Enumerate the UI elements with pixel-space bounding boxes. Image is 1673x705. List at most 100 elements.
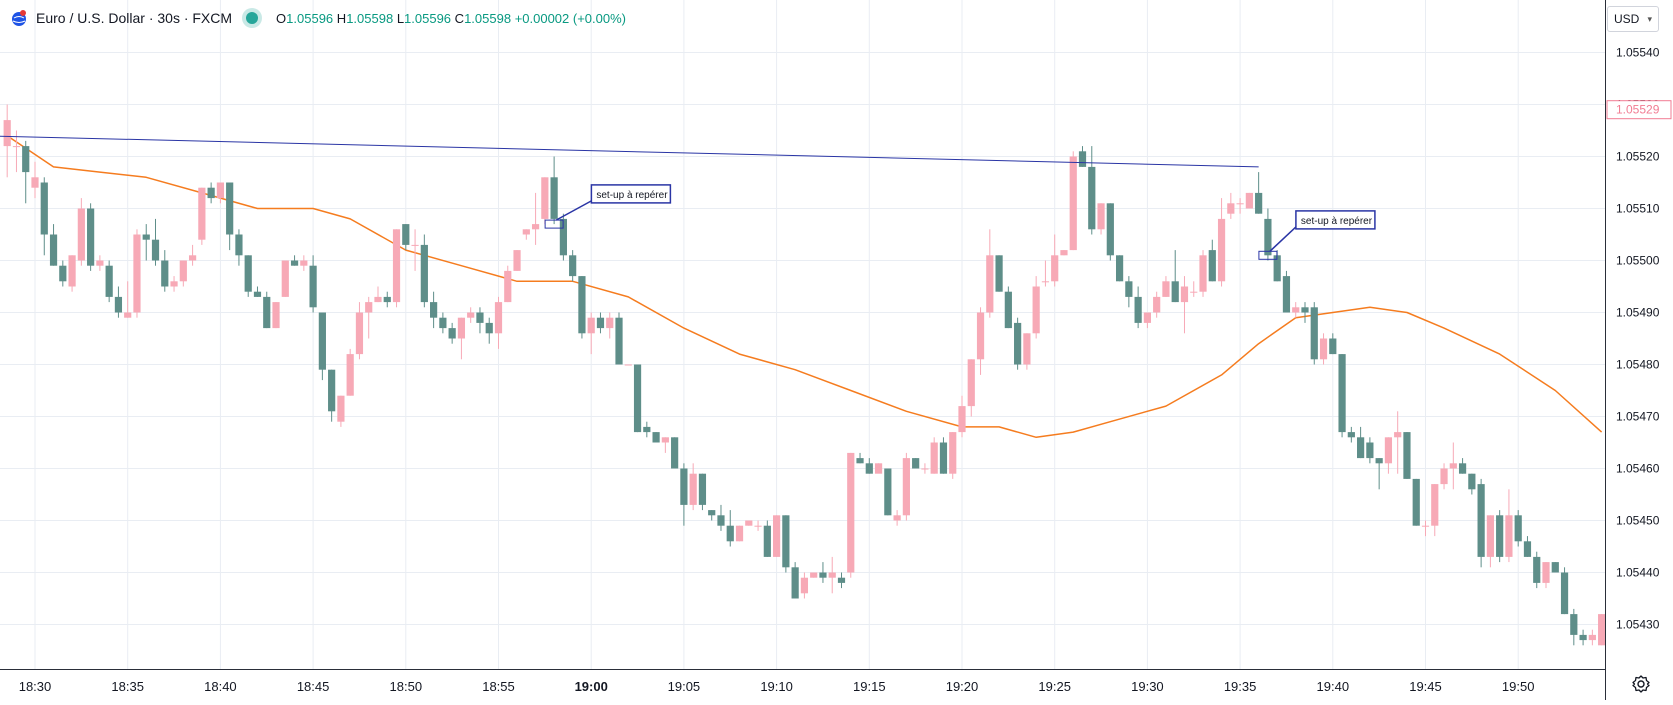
- time-tick-label: 18:30: [19, 679, 52, 694]
- candle-body: [1153, 296, 1161, 313]
- candle: [1180, 276, 1189, 334]
- candle-body: [976, 312, 985, 360]
- candle-body: [587, 317, 595, 334]
- candle-body: [1338, 354, 1346, 433]
- candle: [392, 229, 401, 308]
- time-tick-label: 18:35: [111, 679, 144, 694]
- candle-body: [1014, 322, 1022, 365]
- candle-body: [615, 317, 623, 365]
- symbol-title[interactable]: Euro / U.S. Dollar · 30s · FXCM: [36, 10, 233, 26]
- chart-settings-button[interactable]: [1630, 673, 1652, 695]
- candle: [717, 504, 725, 531]
- candle: [735, 525, 744, 542]
- candle: [995, 255, 1003, 292]
- candle: [1134, 286, 1142, 329]
- candle: [884, 468, 892, 516]
- currency-label: USD: [1614, 12, 1640, 26]
- candle: [142, 224, 150, 261]
- candle-body: [494, 302, 503, 334]
- candle: [31, 161, 39, 199]
- high-label: H: [336, 10, 347, 26]
- candle: [198, 187, 206, 245]
- candle-body: [142, 234, 150, 240]
- candle: [1255, 172, 1263, 214]
- candle: [1051, 234, 1059, 287]
- candle-body: [1598, 614, 1606, 646]
- candle-body: [921, 468, 929, 470]
- time-tick-label: 19:35: [1224, 679, 1257, 694]
- candle-body: [1236, 203, 1244, 205]
- candle-body: [309, 265, 317, 308]
- candle-body: [902, 458, 910, 516]
- price-tick-label: 1.05480: [1616, 358, 1660, 372]
- candle-body: [485, 322, 493, 334]
- candle: [1431, 484, 1439, 537]
- candle: [1199, 250, 1207, 297]
- candle: [671, 437, 679, 469]
- candle-body: [161, 260, 169, 287]
- candle-body: [893, 515, 901, 521]
- candle: [263, 291, 271, 329]
- candle: [40, 177, 48, 256]
- candle-body: [1394, 432, 1402, 438]
- change-value: +0.00002 (+0.00%): [514, 10, 626, 26]
- candle-body: [1440, 468, 1448, 485]
- candle-body: [949, 432, 957, 474]
- candle-body: [930, 442, 938, 474]
- candle: [1245, 192, 1253, 209]
- candle: [1551, 562, 1559, 573]
- candle: [1060, 250, 1068, 256]
- candle: [448, 322, 456, 344]
- candle: [1523, 536, 1532, 557]
- candle-body: [661, 437, 669, 443]
- candle-body: [958, 406, 966, 433]
- candle-body: [226, 182, 234, 235]
- candle-body: [1458, 463, 1467, 474]
- candle: [513, 250, 521, 271]
- candle-body: [912, 458, 920, 469]
- low-value: 1.05596: [404, 10, 452, 26]
- candle-body: [1171, 281, 1179, 303]
- candle-body: [1412, 478, 1420, 526]
- candle: [328, 369, 336, 422]
- candle-body: [263, 296, 271, 329]
- time-tick-label: 19:40: [1317, 679, 1350, 694]
- candle: [1458, 458, 1467, 474]
- marker-box: [544, 219, 564, 229]
- candle-body: [318, 312, 326, 370]
- candle-body: [680, 468, 688, 505]
- candle: [967, 359, 975, 417]
- candle-body: [216, 182, 224, 199]
- candle-body: [1051, 255, 1059, 282]
- candle-body: [337, 395, 345, 422]
- time-tick-label: 19:20: [946, 679, 979, 694]
- callout-box: [590, 184, 672, 204]
- candle-body: [1421, 525, 1430, 527]
- candle: [1153, 291, 1161, 318]
- candle-body: [1357, 437, 1365, 459]
- candle-body: [411, 244, 419, 246]
- currency-selector[interactable]: USD ▾: [1607, 6, 1659, 32]
- candle: [402, 224, 410, 251]
- candle-body: [77, 208, 85, 261]
- candle: [12, 130, 21, 173]
- candle: [958, 395, 966, 438]
- candle: [1115, 255, 1124, 282]
- candle-body: [272, 302, 280, 329]
- candle-body: [513, 250, 521, 271]
- candle: [1486, 515, 1494, 568]
- price-tick-label: 1.05520: [1616, 150, 1660, 164]
- candle: [1598, 614, 1606, 646]
- candle-body: [300, 260, 308, 266]
- candle: [541, 177, 549, 225]
- candle: [763, 520, 771, 557]
- market-open-status-icon[interactable]: [246, 12, 259, 24]
- candle: [1514, 510, 1522, 547]
- candle-body: [1477, 484, 1485, 557]
- time-tick-label: 18:40: [204, 679, 237, 694]
- candle-body: [689, 473, 697, 505]
- candle: [976, 307, 985, 375]
- close-value: 1.05598: [464, 10, 512, 26]
